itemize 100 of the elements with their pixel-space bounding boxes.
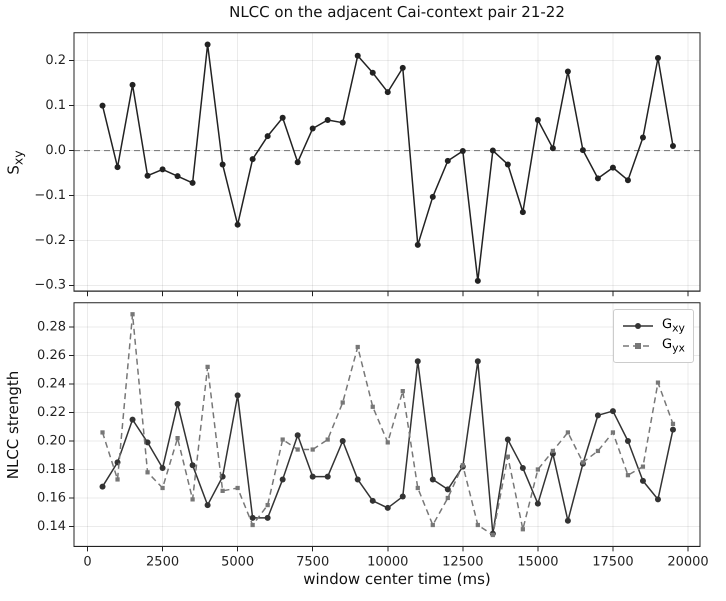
point bbox=[130, 416, 136, 423]
point bbox=[340, 438, 346, 444]
point bbox=[130, 312, 135, 316]
y-tick-label: 0.0 bbox=[45, 142, 66, 158]
x-tick-label: 2500 bbox=[146, 554, 180, 570]
point bbox=[145, 470, 150, 474]
point bbox=[624, 438, 631, 444]
point bbox=[386, 440, 390, 445]
point bbox=[280, 437, 285, 442]
y-tick-label: 0.26 bbox=[37, 348, 66, 363]
y-tick-label: 0.2 bbox=[45, 53, 66, 68]
point bbox=[220, 488, 225, 493]
point bbox=[506, 454, 510, 459]
x-tick-label: 0 bbox=[83, 554, 92, 570]
point bbox=[610, 408, 616, 414]
point bbox=[236, 486, 240, 490]
point bbox=[204, 41, 211, 48]
point bbox=[310, 126, 316, 132]
point bbox=[400, 389, 405, 394]
point bbox=[340, 120, 346, 126]
point bbox=[280, 114, 286, 121]
point bbox=[460, 463, 465, 468]
point bbox=[384, 89, 391, 96]
point bbox=[580, 460, 586, 464]
point bbox=[310, 474, 316, 480]
point bbox=[400, 64, 406, 71]
point bbox=[640, 478, 646, 484]
point bbox=[266, 502, 270, 508]
point bbox=[294, 159, 301, 166]
point bbox=[340, 400, 345, 405]
y-tick-label: −0.2 bbox=[34, 232, 66, 248]
point bbox=[504, 161, 511, 168]
point bbox=[100, 484, 106, 490]
point bbox=[446, 496, 450, 500]
point bbox=[430, 522, 435, 528]
point bbox=[250, 514, 256, 521]
y-tick-label: 0.16 bbox=[37, 490, 66, 506]
point bbox=[564, 518, 571, 524]
chart-title: NLCC on the adjacent Cai-context pair 21-22 bbox=[228, 3, 566, 21]
point bbox=[324, 474, 331, 480]
point bbox=[264, 133, 271, 140]
point bbox=[610, 164, 616, 171]
y-tick-label: −0.3 bbox=[34, 278, 66, 293]
x-tick-label: 10000 bbox=[367, 554, 408, 570]
point bbox=[536, 467, 540, 472]
y-axis-title: NLCC strength bbox=[4, 370, 22, 479]
point bbox=[326, 437, 330, 442]
point bbox=[414, 358, 421, 364]
x-tick-label: 17500 bbox=[592, 554, 634, 570]
point bbox=[234, 222, 241, 228]
point bbox=[476, 522, 480, 528]
point bbox=[130, 82, 136, 88]
point bbox=[580, 147, 586, 154]
point bbox=[474, 278, 481, 284]
point bbox=[174, 400, 181, 407]
x-axis-title: window center time (ms) bbox=[302, 570, 492, 588]
point bbox=[370, 498, 376, 504]
legend-label: G$_{xy}$ bbox=[662, 316, 685, 334]
x-tick-label: 7500 bbox=[296, 554, 330, 570]
point bbox=[490, 148, 496, 154]
point bbox=[626, 473, 630, 478]
x-tick-label: 5000 bbox=[221, 554, 254, 570]
point bbox=[264, 514, 271, 521]
point bbox=[354, 476, 361, 482]
point bbox=[520, 209, 526, 216]
point bbox=[250, 156, 256, 162]
y-tick-label: 0.18 bbox=[37, 462, 66, 477]
point bbox=[504, 436, 511, 443]
point bbox=[370, 70, 376, 76]
point bbox=[444, 158, 451, 164]
point bbox=[234, 392, 241, 398]
point bbox=[654, 54, 661, 61]
x-tick-label: 20000 bbox=[667, 554, 709, 570]
point bbox=[175, 436, 180, 440]
point bbox=[414, 242, 421, 248]
point bbox=[594, 175, 601, 182]
point bbox=[474, 358, 481, 364]
y-tick-label: −0.1 bbox=[34, 188, 66, 203]
point bbox=[160, 465, 166, 472]
point bbox=[204, 502, 211, 508]
y-tick-label: 0.1 bbox=[45, 98, 66, 113]
point bbox=[356, 344, 360, 350]
point bbox=[160, 166, 166, 172]
point bbox=[460, 148, 466, 154]
point bbox=[250, 522, 255, 528]
point bbox=[564, 68, 571, 74]
point bbox=[370, 404, 375, 409]
point bbox=[624, 177, 631, 184]
point bbox=[174, 173, 181, 180]
point bbox=[534, 500, 541, 507]
point bbox=[654, 496, 661, 502]
point bbox=[534, 116, 541, 123]
y-tick-label: 0.24 bbox=[37, 376, 66, 392]
x-tick-label: 15000 bbox=[517, 554, 559, 570]
point bbox=[430, 476, 436, 482]
point bbox=[430, 194, 436, 200]
point bbox=[670, 143, 676, 150]
x-tick-label: 12500 bbox=[442, 554, 484, 570]
legend-label: G$_{yx}$ bbox=[662, 337, 685, 355]
point bbox=[280, 476, 286, 482]
